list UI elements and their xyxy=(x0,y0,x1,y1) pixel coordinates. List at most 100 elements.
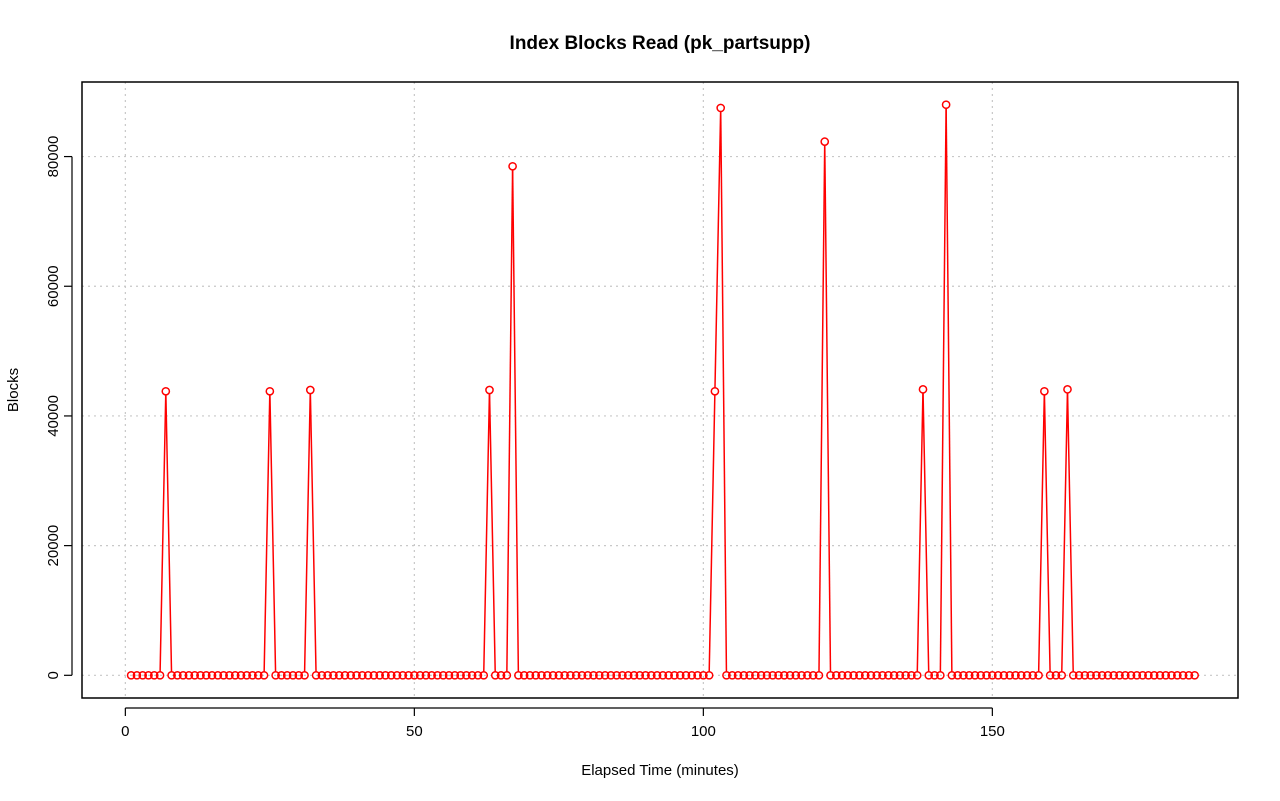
y-axis-label: Blocks xyxy=(5,368,22,412)
data-point xyxy=(623,670,633,680)
data-point xyxy=(1005,670,1015,680)
data-point xyxy=(514,670,523,680)
x-tick-label-1: 50 xyxy=(406,723,423,740)
data-point xyxy=(207,670,217,680)
data-point xyxy=(236,670,246,680)
data-point xyxy=(618,670,627,680)
data-point xyxy=(271,670,280,680)
series-line-segment xyxy=(309,393,317,672)
data-point xyxy=(537,670,546,680)
data-point xyxy=(872,670,882,680)
data-point xyxy=(837,670,847,680)
data-point xyxy=(323,670,332,680)
data-point xyxy=(519,670,529,680)
data-point xyxy=(265,386,275,396)
data-point xyxy=(386,670,396,680)
data-point xyxy=(190,670,200,680)
data-point xyxy=(1092,670,1101,680)
data-point xyxy=(178,670,188,680)
data-point xyxy=(1149,670,1159,680)
series-line-segment xyxy=(714,111,722,388)
data-point xyxy=(843,670,853,680)
data-point xyxy=(1028,670,1038,680)
y-tick-label-2: 40000 xyxy=(45,395,62,437)
data-point xyxy=(999,670,1009,680)
data-point xyxy=(444,670,454,680)
data-point xyxy=(456,670,465,680)
data-point xyxy=(693,670,702,680)
data-point xyxy=(404,670,413,680)
data-point xyxy=(566,670,575,680)
data-point xyxy=(1057,670,1067,680)
data-point xyxy=(1011,670,1020,680)
y-tick-label-4: 80000 xyxy=(45,136,62,178)
data-point xyxy=(392,670,402,680)
data-point xyxy=(1161,670,1171,680)
y-axis: 0 20000 40000 60000 80000 xyxy=(45,136,73,679)
series-line-segment xyxy=(511,169,520,672)
data-point xyxy=(600,670,610,680)
series-line-segment xyxy=(506,169,514,672)
data-point xyxy=(820,137,830,147)
x-axis: 0 50 100 150 xyxy=(121,707,1005,740)
series-line-segment xyxy=(263,394,271,672)
data-point xyxy=(352,670,361,680)
data-point xyxy=(571,670,581,680)
data-point xyxy=(329,670,338,680)
data-point xyxy=(1172,670,1182,680)
data-point xyxy=(883,670,893,680)
data-point xyxy=(768,670,778,680)
data-point xyxy=(305,385,315,395)
series-line-segment xyxy=(269,394,277,672)
data-point xyxy=(340,670,350,680)
data-point xyxy=(907,670,916,680)
data-point xyxy=(878,670,887,680)
data-point xyxy=(126,670,136,680)
data-point xyxy=(144,670,153,680)
data-point xyxy=(357,670,367,680)
data-point xyxy=(167,670,176,680)
data-point xyxy=(1034,670,1043,680)
data-point xyxy=(1120,670,1130,680)
data-point xyxy=(1167,670,1176,680)
data-point xyxy=(433,670,442,680)
data-point xyxy=(756,670,766,680)
data-point xyxy=(814,670,824,680)
data-point xyxy=(1051,670,1061,680)
data-point xyxy=(1080,670,1090,680)
y-tick-label-3: 60000 xyxy=(45,265,62,307)
data-point xyxy=(941,100,951,110)
data-point xyxy=(976,670,986,680)
data-point xyxy=(866,670,876,680)
data-point xyxy=(924,670,934,680)
data-point xyxy=(675,670,685,680)
data-point xyxy=(803,670,812,680)
data-point xyxy=(213,670,223,680)
data-point xyxy=(149,670,159,680)
data-point xyxy=(1016,670,1026,680)
data-point xyxy=(658,670,668,680)
data-point xyxy=(716,103,726,113)
data-point xyxy=(739,670,749,680)
data-point xyxy=(589,670,598,680)
data-point xyxy=(450,670,460,680)
data-point xyxy=(722,670,731,680)
data-point xyxy=(334,670,344,680)
data-point xyxy=(988,670,997,680)
data-point xyxy=(502,670,512,680)
data-point xyxy=(1144,670,1153,680)
data-point xyxy=(138,670,148,680)
data-point xyxy=(779,670,789,680)
chart-title: Index Blocks Read (pk_partsupp) xyxy=(510,33,811,54)
data-point xyxy=(918,385,928,394)
data-point xyxy=(219,670,228,680)
data-point xyxy=(496,670,506,680)
data-point xyxy=(560,670,569,680)
data-point xyxy=(993,670,1003,680)
data-point xyxy=(161,386,171,396)
data-point xyxy=(935,670,945,680)
data-point xyxy=(1155,670,1165,680)
data-point xyxy=(542,670,552,680)
data-point xyxy=(889,670,899,680)
data-point xyxy=(248,670,257,680)
